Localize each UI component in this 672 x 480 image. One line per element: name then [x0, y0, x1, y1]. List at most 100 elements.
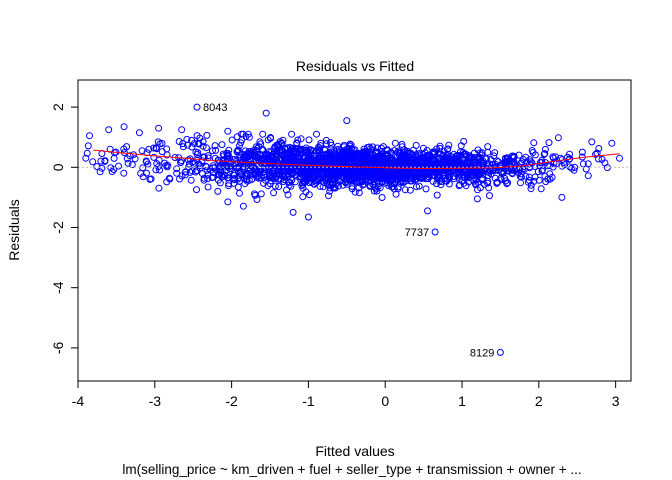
residual-point: [270, 189, 278, 197]
residual-point: [502, 158, 510, 165]
residual-point: [221, 172, 229, 179]
residual-point: [413, 153, 421, 161]
residual-point: [204, 183, 212, 191]
residual-point: [154, 138, 162, 146]
residual-point: [527, 185, 535, 193]
x-tick-label: -4: [72, 393, 85, 409]
residual-point: [147, 175, 155, 183]
residual-point: [434, 161, 442, 169]
residual-point: [253, 196, 261, 203]
residual-point: [293, 140, 301, 147]
residual-point: [522, 153, 530, 161]
residual-point: [319, 169, 327, 177]
residual-point: [517, 179, 524, 187]
residual-point: [257, 166, 265, 173]
residual-point: [503, 180, 511, 188]
residual-point: [343, 180, 351, 188]
residual-point: [358, 177, 366, 185]
residual-point: [302, 157, 310, 165]
residual-point: [485, 184, 493, 192]
residual-point: [449, 165, 457, 173]
residual-point: [143, 149, 151, 157]
residual-point: [93, 163, 101, 171]
residual-point: [105, 126, 113, 134]
residual-point: [268, 174, 276, 182]
residual-point: [305, 136, 313, 144]
residual-point: [309, 154, 317, 162]
residual-point: [83, 149, 91, 157]
residual-point: [284, 191, 292, 199]
residual-point: [204, 152, 212, 160]
residual-point: [204, 154, 212, 162]
residual-point: [152, 144, 160, 152]
residual-point: [175, 138, 183, 145]
residual-point: [505, 157, 513, 165]
y-tick-label: 2: [50, 103, 66, 111]
point-label: 7737: [405, 227, 429, 239]
y-tick-label: 0: [50, 163, 66, 171]
residual-point: [195, 140, 203, 148]
chart-title: Residuals vs Fitted: [296, 58, 414, 74]
residual-point: [200, 153, 208, 161]
residual-point: [316, 154, 324, 162]
residual-point: [319, 183, 327, 191]
residual-point: [397, 149, 405, 157]
residual-point: [289, 208, 297, 216]
residual-point: [236, 189, 243, 197]
residual-point: [298, 170, 306, 177]
residual-point: [302, 175, 309, 183]
residual-point: [188, 143, 196, 151]
residual-point: [225, 162, 233, 170]
residual-point: [371, 184, 379, 191]
residual-point: [341, 171, 349, 178]
residual-point: [347, 141, 355, 149]
residual-point: [268, 157, 276, 165]
residual-point: [187, 176, 195, 184]
residual-point: [460, 179, 468, 187]
residual-point: [485, 160, 493, 168]
residual-point: [224, 127, 232, 135]
residual-point: [302, 154, 309, 162]
residual-point: [537, 185, 545, 193]
residual-point: [380, 175, 388, 183]
residual-point: [381, 172, 389, 180]
residual-point: [315, 143, 323, 151]
residual-point: [439, 153, 447, 160]
residual-point: [473, 195, 481, 203]
residual-point: [616, 154, 623, 162]
residual-point: [228, 136, 236, 144]
residual-point: [287, 165, 295, 173]
residual-point: [230, 171, 237, 179]
residual-point: [194, 149, 202, 157]
x-axis-label: Fitted values: [315, 443, 394, 459]
residual-point: [203, 131, 211, 139]
residual-point: [155, 124, 163, 132]
residual-point: [300, 176, 307, 184]
residual-point: [438, 178, 445, 186]
residual-point: [360, 158, 368, 166]
residual-point: [324, 152, 332, 160]
residual-point: [322, 136, 330, 144]
y-axis: -6 -4 -2 0 2: [50, 103, 79, 354]
residual-point: [182, 168, 189, 176]
smoother-curve: [93, 149, 620, 170]
x-tick-label: -1: [302, 393, 315, 409]
residual-point: [257, 190, 265, 198]
residual-point: [355, 184, 363, 192]
residual-point: [412, 157, 419, 165]
residual-point: [253, 173, 261, 181]
residual-point: [541, 145, 549, 153]
residual-point: [484, 172, 492, 179]
residual-point: [275, 171, 283, 179]
residual-point: [362, 149, 370, 157]
residual-point: [334, 182, 342, 190]
residual-point: [302, 144, 310, 152]
residual-point: [178, 126, 186, 134]
residual-point: [120, 123, 128, 131]
residual-point: [269, 162, 277, 170]
residual-point: [388, 169, 396, 177]
residual-point: [294, 154, 302, 162]
residual-point: [531, 163, 539, 170]
residual-point: [334, 142, 342, 150]
residual-point: [362, 175, 370, 183]
